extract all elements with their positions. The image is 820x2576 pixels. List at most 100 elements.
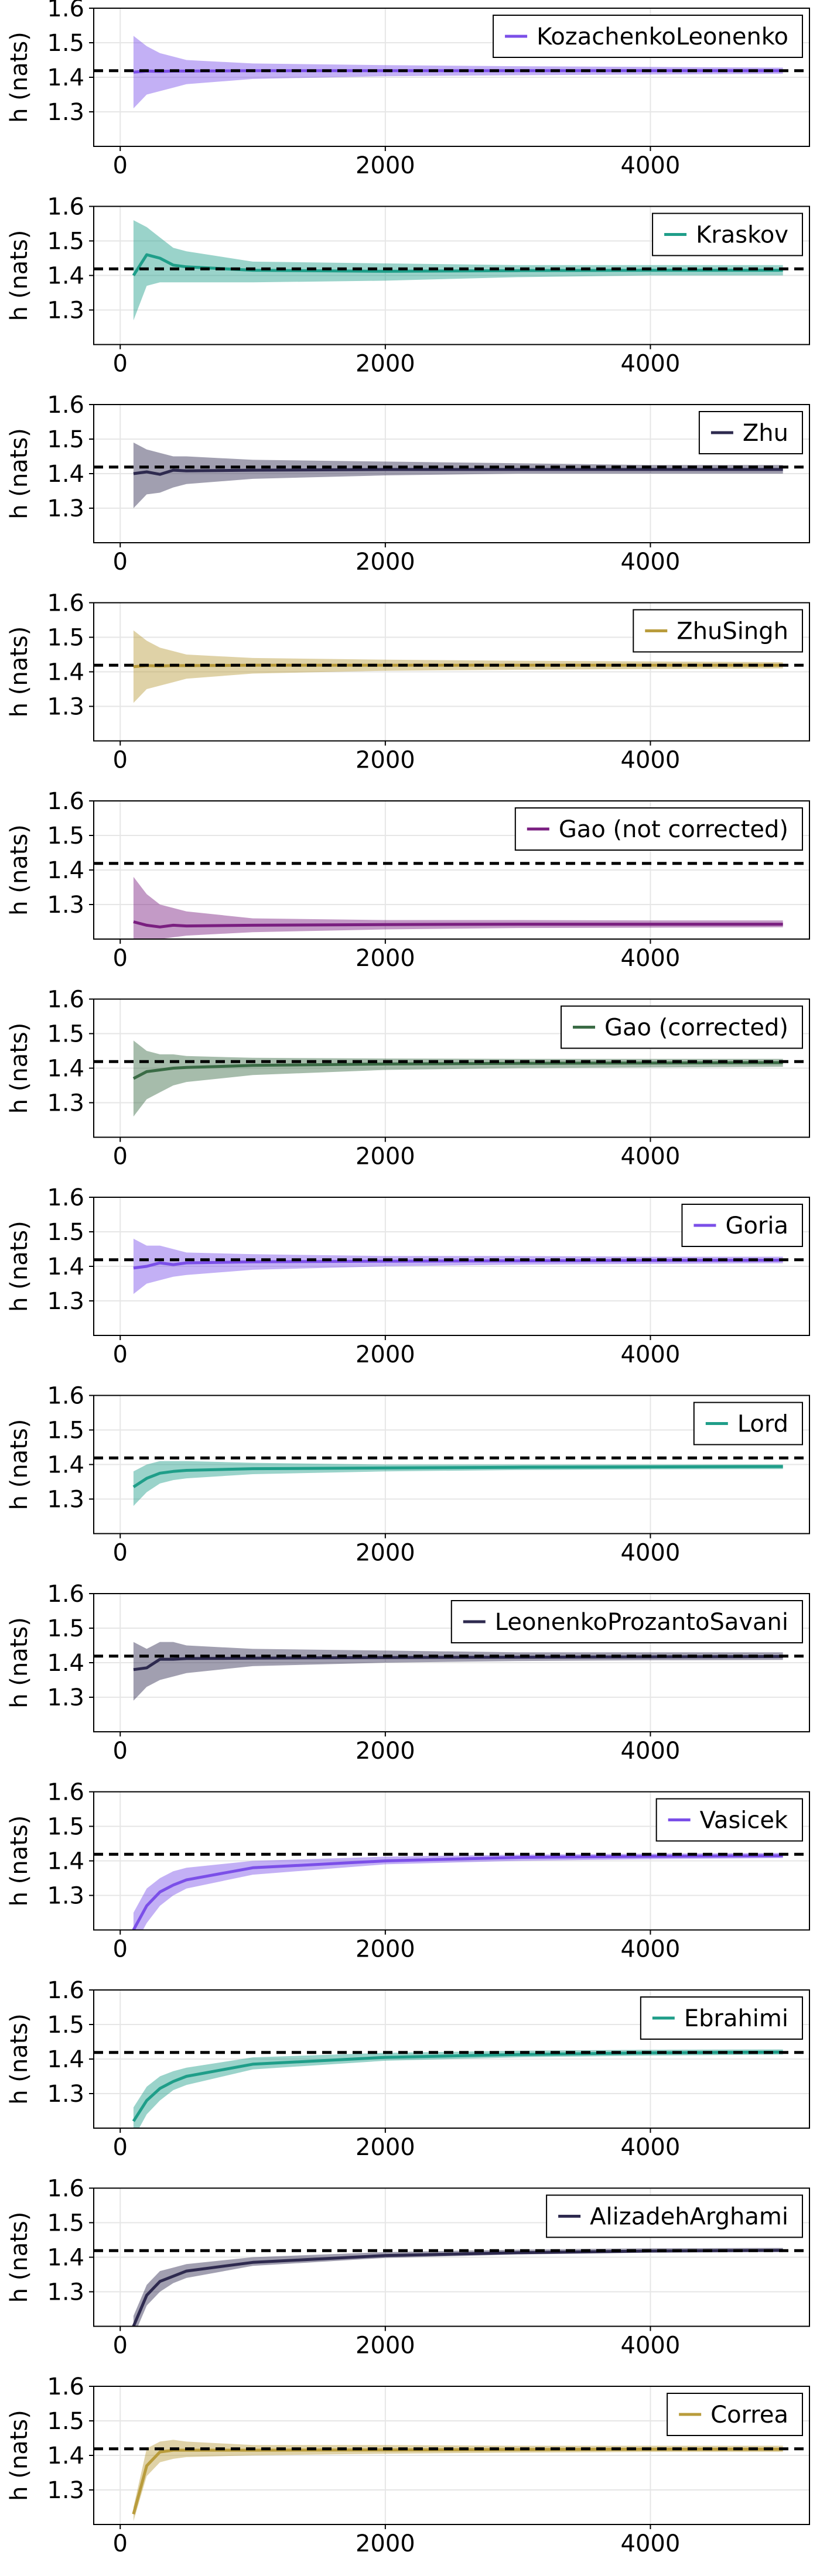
y-tick-label: 1.3: [47, 1883, 84, 1910]
panel-4: 0 2000 4000 1.3 1.4 1.5 1.6 h (nats) ZhuSingh: [6, 590, 810, 774]
y-tick-label: 1.5: [47, 228, 84, 255]
series-line: [132, 1854, 783, 1930]
y-axis-label: h (nats): [6, 428, 33, 519]
y-tick-label: 1.6: [47, 2373, 84, 2400]
series-band: [133, 1461, 783, 1506]
y-tick-label: 1.4: [47, 659, 84, 686]
y-tick-label: 1.3: [47, 1090, 84, 1117]
y-axis-label: h (nats): [6, 1419, 33, 1510]
series-band: [133, 1642, 783, 1701]
legend-label: Lord: [737, 1411, 788, 1438]
y-tick-label: 1.6: [47, 1779, 84, 1806]
y-tick-label: 1.5: [47, 823, 84, 849]
legend: Ebrahimi: [640, 1996, 803, 2040]
y-tick-label: 1.6: [47, 1581, 84, 1608]
panel-1: 0 2000 4000 1.3 1.4 1.5 1.6 h (nats) KozachenkoL…: [6, 0, 810, 179]
series-band: [133, 1040, 783, 1117]
x-tick-label: 4000: [621, 2332, 681, 2359]
legend-label: Zhu: [743, 420, 788, 447]
y-axis-label: h (nats): [6, 1815, 33, 1907]
legend: Goria: [681, 1204, 803, 1247]
x-tick-label: 4000: [621, 1936, 681, 1963]
legend: ZhuSingh: [633, 609, 803, 653]
y-axis-label: h (nats): [6, 2212, 33, 2303]
legend-label: Ebrahimi: [684, 2005, 788, 2032]
x-tick-label: 0: [113, 2134, 128, 2161]
plot-area: [94, 1040, 809, 1117]
y-tick-label: 1.5: [47, 2012, 84, 2039]
x-tick-label: 0: [113, 747, 128, 774]
legend-label: KozachenkoLeonenko: [537, 23, 788, 50]
panel-5: 0 2000 4000 1.3 1.4 1.5 1.6 h (nats) Gao (not co…: [6, 788, 810, 972]
plot-area: [94, 1642, 809, 1701]
series-line: [133, 920, 783, 929]
y-tick-label: 1.6: [47, 986, 84, 1013]
panel-7: 0 2000 4000 1.3 1.4 1.5 1.6 h (nats) Goria: [6, 1184, 810, 1368]
y-tick-label: 1.4: [47, 2046, 84, 2073]
legend-label: ZhuSingh: [676, 618, 788, 645]
panel-11: 0 2000 4000 1.3 1.4 1.5 1.6 h (nats) Ebrahimi: [6, 1977, 810, 2161]
legend-box: [493, 15, 803, 58]
plot-area: [94, 2248, 809, 2327]
y-tick-label: 1.6: [47, 1383, 84, 1410]
y-tick-label: 1.6: [47, 194, 84, 221]
y-tick-label: 1.3: [47, 1684, 84, 1711]
x-tick-label: 4000: [621, 2134, 681, 2161]
legend-label: Vasicek: [700, 1807, 788, 1834]
y-axis-label: h (nats): [6, 2013, 33, 2105]
x-tick-label: 2000: [356, 2530, 415, 2557]
y-tick-label: 1.5: [47, 30, 84, 57]
series-band: [133, 1852, 783, 1930]
x-tick-label: 0: [113, 945, 128, 972]
x-tick-label: 4000: [621, 747, 681, 774]
y-tick-label: 1.3: [47, 892, 84, 919]
y-tick-label: 1.3: [47, 495, 84, 522]
x-tick-label: 2000: [356, 2134, 415, 2161]
y-tick-label: 1.4: [47, 2443, 84, 2469]
y-tick-label: 1.3: [47, 1486, 84, 1513]
legend-label: Gao (not corrected): [559, 816, 788, 843]
x-tick-label: 4000: [621, 2530, 681, 2557]
legend-box: [546, 2194, 803, 2238]
x-tick-label: 2000: [356, 549, 415, 576]
y-tick-label: 1.3: [47, 694, 84, 721]
x-tick-label: 4000: [621, 549, 681, 576]
y-tick-label: 1.4: [47, 1253, 84, 1280]
plot-area: [94, 630, 809, 703]
x-tick-label: 0: [113, 2332, 128, 2359]
x-tick-label: 2000: [356, 1143, 415, 1170]
y-tick-label: 1.3: [47, 297, 84, 324]
y-axis-label: h (nats): [6, 1221, 33, 1312]
y-tick-label: 1.5: [47, 426, 84, 453]
y-axis-label: h (nats): [6, 626, 33, 718]
y-tick-label: 1.4: [47, 1452, 84, 1479]
x-tick-label: 4000: [621, 945, 681, 972]
y-tick-label: 1.5: [47, 1021, 84, 1048]
legend-box: [514, 807, 803, 851]
legend: Correa: [667, 2393, 803, 2436]
y-tick-label: 1.5: [47, 1814, 84, 1841]
plot-area: [94, 1238, 809, 1294]
x-tick-label: 4000: [621, 1540, 681, 1567]
panel-10: 0 2000 4000 1.3 1.4 1.5 1.6 h (nats) Vasicek: [6, 1779, 810, 1963]
legend: Vasicek: [655, 1798, 803, 1842]
series-band: [133, 2440, 783, 2522]
y-tick-label: 1.6: [47, 392, 84, 419]
y-tick-label: 1.6: [47, 1977, 84, 2004]
series-band: [133, 1238, 783, 1294]
legend-label: Goria: [725, 1212, 788, 1239]
y-tick-label: 1.4: [47, 2245, 84, 2272]
y-tick-label: 1.6: [47, 2176, 84, 2202]
plot-area: [94, 2049, 809, 2128]
y-tick-label: 1.5: [47, 1615, 84, 1642]
y-tick-label: 1.5: [47, 2408, 84, 2435]
x-tick-label: 0: [113, 549, 128, 576]
legend: Kraskov: [652, 213, 803, 256]
x-tick-label: 4000: [621, 152, 681, 179]
plot-area: [94, 862, 809, 939]
y-tick-label: 1.4: [47, 1848, 84, 1875]
y-tick-label: 1.4: [47, 461, 84, 488]
x-tick-label: 0: [113, 1143, 128, 1170]
plot-area: [94, 1852, 809, 1930]
x-tick-label: 0: [113, 1936, 128, 1963]
